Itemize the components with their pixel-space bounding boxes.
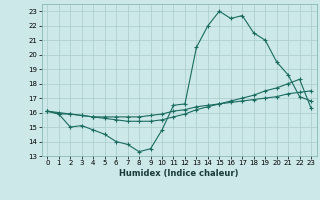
X-axis label: Humidex (Indice chaleur): Humidex (Indice chaleur) bbox=[119, 169, 239, 178]
